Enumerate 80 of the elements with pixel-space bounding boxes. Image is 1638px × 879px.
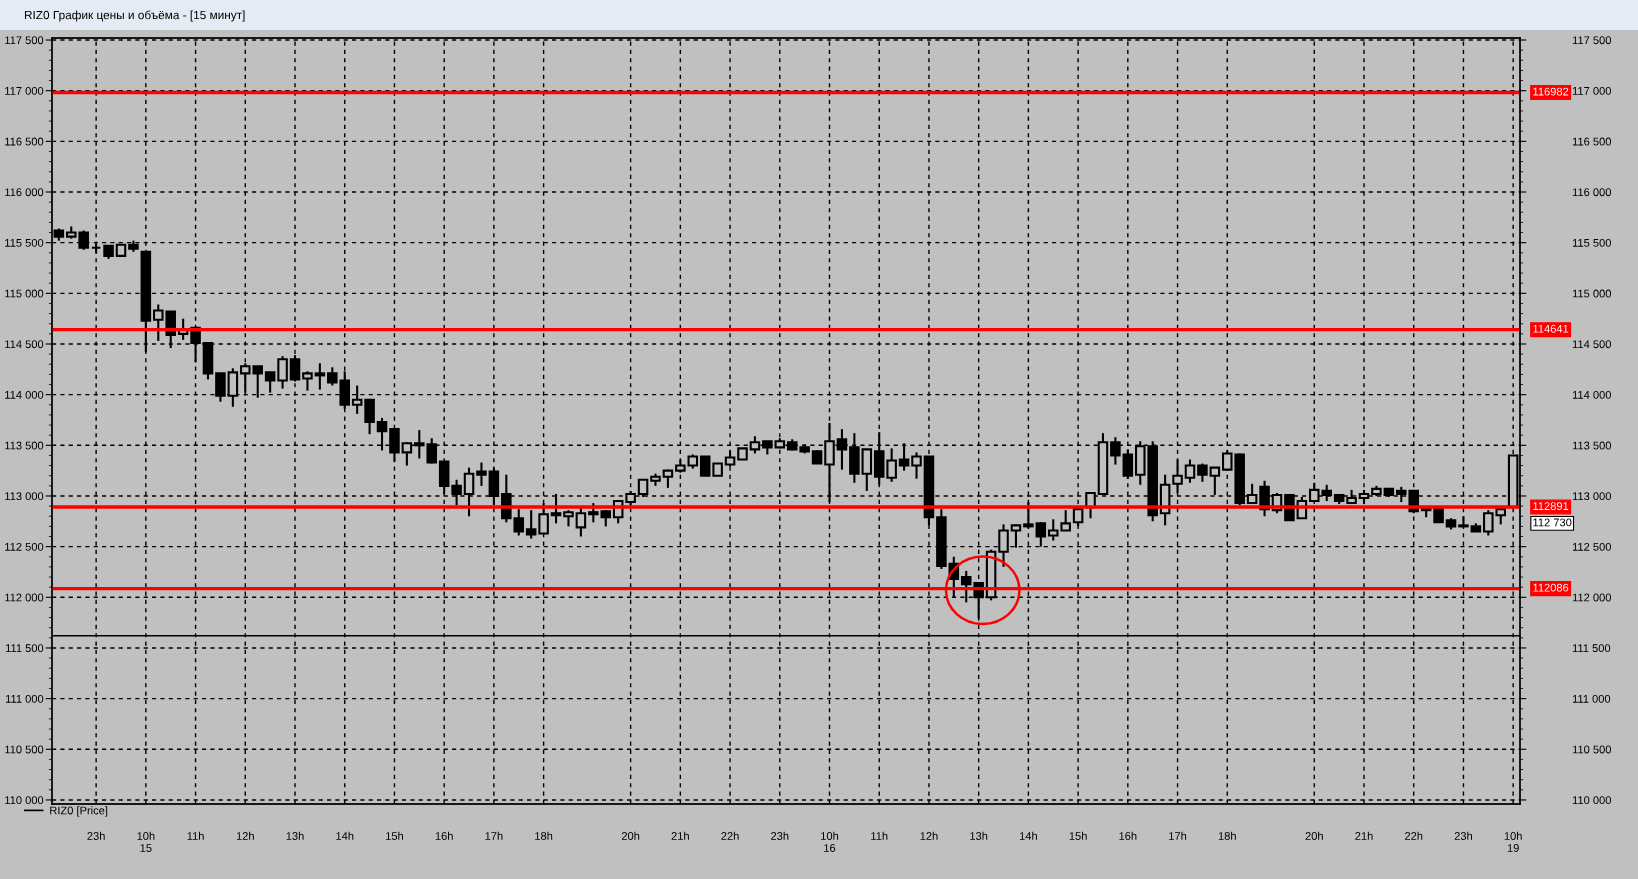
y2-tick-label: 110 000: [1572, 796, 1611, 805]
x-tick-label: 11h: [871, 831, 888, 840]
y-tick-label: 116 000: [5, 188, 44, 197]
y-tick-label: 110 500: [5, 745, 44, 754]
y2-tick-label: 114 500: [1572, 340, 1611, 349]
candlestick: [277, 355, 288, 390]
x-tick-label: 15h: [386, 831, 403, 840]
y2-tick-label: 112 500: [1572, 542, 1611, 551]
y-tick-label: 111 500: [5, 644, 44, 653]
x-tick-label: 10h 15: [137, 831, 155, 852]
chart-title: RIZ0 График цены и объёма - [15 минут]: [24, 10, 245, 22]
x-tick-label: 20h: [621, 831, 640, 840]
x-tick-label: 14h: [336, 831, 354, 840]
candlestick: [886, 447, 897, 483]
x-tick-label: 17h: [485, 831, 503, 840]
x-tick-label: 16h: [1119, 831, 1137, 840]
y-tick-label: 114 500: [5, 340, 44, 349]
ref-line-label: 112086: [1533, 583, 1569, 592]
candlestick: [1184, 458, 1196, 484]
y-tick-label: 115 500: [5, 238, 44, 247]
y2-tick-label: 112 000: [1572, 593, 1611, 602]
candlestick: [364, 398, 375, 436]
y2-tick-label: 114 000: [1572, 390, 1611, 399]
x-tick-label: 16h: [435, 831, 453, 840]
x-tick-label: 22h: [1405, 831, 1423, 840]
x-tick-label: 12h: [920, 831, 938, 840]
ref-line-label: 112891: [1533, 502, 1569, 511]
y-tick-label: 117 500: [5, 36, 44, 45]
y-tick-label: 114 000: [5, 390, 44, 399]
candlestick: [1197, 462, 1208, 483]
x-tick-label: 22h: [721, 831, 739, 840]
candlestick: [314, 362, 326, 391]
y2-tick-label: 111 500: [1572, 644, 1611, 653]
x-tick-label: 14h: [1019, 831, 1037, 840]
y2-tick-label: 113 000: [1572, 492, 1611, 501]
x-tick-label: 23h: [771, 831, 789, 840]
y2-tick-label: 117 000: [1572, 86, 1611, 95]
x-tick-label: 15h: [1069, 831, 1087, 840]
y-tick-label: 112 500: [5, 542, 44, 551]
x-tick-label: 10h 16: [821, 831, 839, 852]
ref-line-label: 114641: [1533, 324, 1569, 333]
y2-tick-label: 116 000: [1572, 188, 1611, 197]
candlestick: [302, 370, 313, 392]
y-tick-label: 112 000: [5, 593, 44, 602]
y-tick-label: 115 000: [5, 289, 44, 298]
y2-tick-label: 110 500: [1572, 745, 1611, 754]
y2-tick-label: 117 500: [1572, 36, 1611, 45]
x-tick-label: 10h 19: [1504, 831, 1522, 852]
x-tick-label: 12h: [236, 831, 254, 840]
candlestick: [525, 509, 537, 540]
y-tick-label: 110 000: [5, 796, 44, 805]
y2-tick-label: 115 500: [1572, 238, 1611, 247]
y-tick-label: 111 000: [5, 694, 44, 703]
y-tick-label: 113 000: [5, 492, 44, 501]
y-tick-label: 113 500: [5, 441, 44, 450]
x-tick-label: 21h: [671, 831, 689, 840]
ref-line-label: 116982: [1533, 87, 1569, 96]
y-tick-label: 117 000: [5, 86, 44, 95]
candlestick: [1122, 448, 1134, 480]
x-tick-label: 13h: [970, 831, 988, 840]
x-tick-label: 18h: [535, 831, 553, 840]
x-tick-label: 18h: [1218, 831, 1236, 840]
text: 112 730: [1533, 518, 1572, 527]
candlestick: [476, 461, 487, 487]
y2-tick-label: 116 500: [1572, 137, 1611, 146]
x-tick-label: 11h: [187, 831, 204, 840]
y-tick-label: 116 500: [5, 137, 44, 146]
x-tick-label: 23h: [87, 831, 105, 840]
x-tick-label: 17h: [1169, 831, 1187, 840]
x-tick-label: 23h: [1454, 831, 1472, 840]
x-tick-label: 13h: [286, 831, 304, 840]
candlestick: [911, 451, 922, 480]
y2-tick-label: 111 000: [1572, 694, 1611, 703]
y2-tick-label: 113 500: [1572, 441, 1611, 450]
candlestick: [699, 455, 711, 477]
legend-label: RIZ0 [Price]: [50, 806, 108, 817]
x-tick-label: 21h: [1355, 831, 1373, 840]
candlestick: [575, 507, 587, 538]
y2-tick-label: 115 000: [1572, 289, 1611, 298]
x-tick-label: 20h: [1305, 831, 1323, 840]
